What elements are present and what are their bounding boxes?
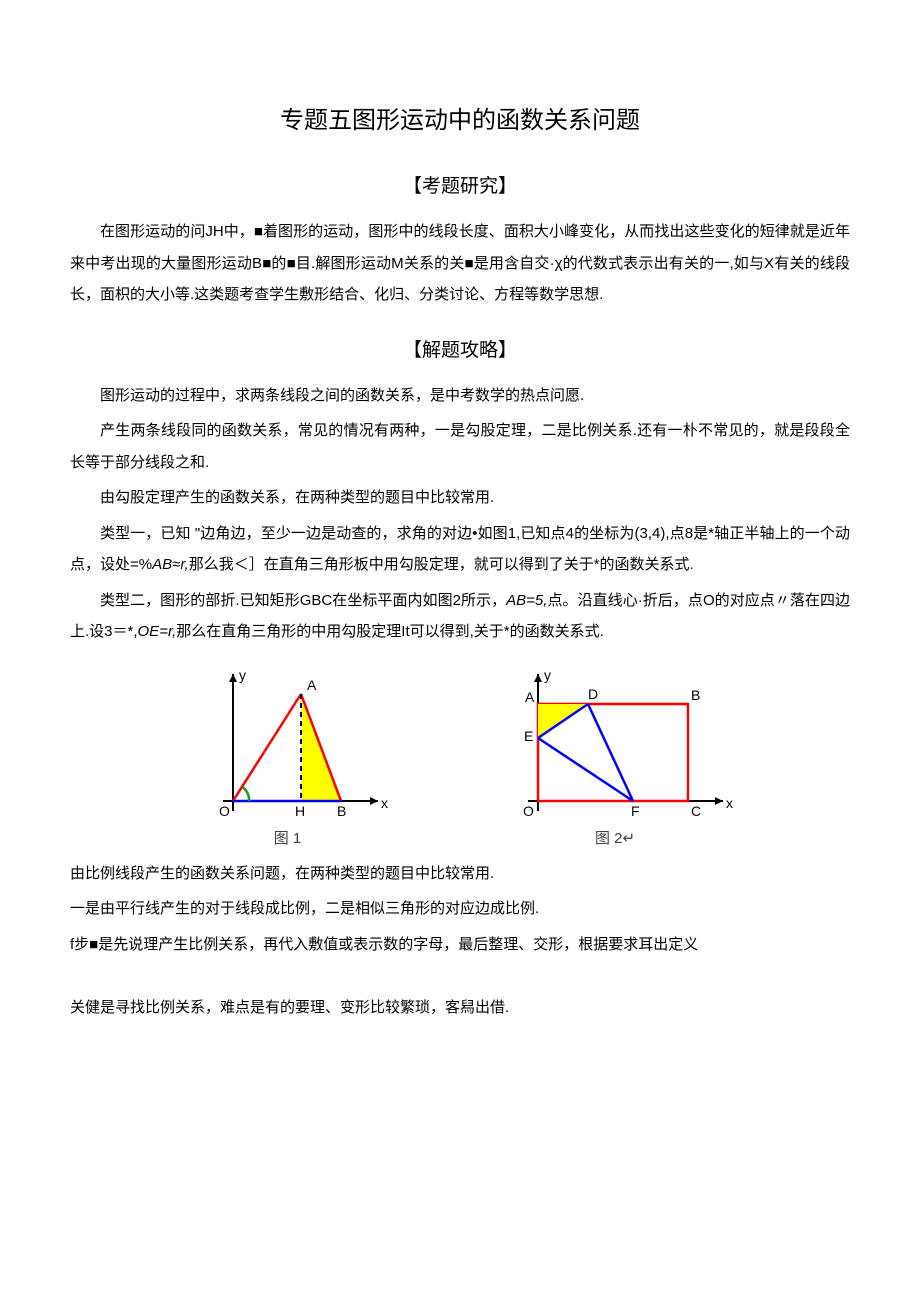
- figure-1-block: y x O A H B 图 1: [183, 666, 393, 848]
- spacer: [70, 964, 850, 992]
- text-segment: 类型二，图形的部折.已知矩形GBC在坐标平面内如图2所示，: [100, 592, 506, 609]
- figure-2-block: y x O A B C D E F 图 2↵: [493, 666, 738, 848]
- figure-1-caption: 图 1: [274, 827, 302, 848]
- text-segment: 那么我＜］在直角三角形板中用勾股定理，就可以得到了关于*的函数关系式.: [189, 556, 694, 573]
- axis-label-x2: x: [726, 795, 733, 811]
- axis-label-y: y: [239, 667, 246, 683]
- paragraph-ratio-4: 关健是寻找比例关系，难点是有的要理、变形比较繁琐，客舄出借.: [70, 992, 850, 1024]
- section-research: 【考题研究】: [70, 171, 850, 198]
- point-label-B2: B: [691, 687, 700, 703]
- point-label-E2: E: [524, 728, 533, 744]
- paragraph-type-2: 类型二，图形的部折.已知矩形GBC在坐标平面内如图2所示，AB=5,点。沿直线心…: [70, 585, 850, 648]
- point-label-O: O: [219, 803, 230, 819]
- paragraph-research-1: 在图形运动的问JH中，■着图形的运动，图形中的线段长度、面积大小峰变化，从而找出…: [70, 216, 850, 311]
- figure-1-svg: y x O A H B: [183, 666, 393, 821]
- paragraph-strategy-1: 图形运动的过程中，求两条线段之间的函数关系，是中考数学的热点问愿.: [70, 380, 850, 412]
- text-italic: OE=r,: [138, 623, 177, 640]
- point-label-A2: A: [525, 689, 535, 705]
- figure-2-svg: y x O A B C D E F: [493, 666, 738, 821]
- point-label-B: B: [337, 803, 346, 819]
- point-label-C2: C: [691, 803, 701, 819]
- axis-label-x: x: [381, 795, 388, 811]
- point-label-O2: O: [523, 803, 534, 819]
- page-title: 专题五图形运动中的函数关系问题: [70, 100, 850, 135]
- point-label-H: H: [295, 803, 305, 819]
- paragraph-strategy-3: 由勾股定理产生的函数关系，在两种类型的题目中比较常用.: [70, 482, 850, 514]
- point-label-D2: D: [588, 686, 598, 702]
- text-segment: 那么在直角三角形的中用勾股定理It可以得到,关于*的函数关系式.: [176, 623, 604, 640]
- paragraph-strategy-2: 产生两条线段同的函数关系，常见的情况有两种，一是勾股定理，二是比例关系.还有一朴…: [70, 415, 850, 478]
- paragraph-ratio-3: f步■是先说理产生比例关系，再代入敷值或表示数的字母，最后整理、交形，根据要求耳…: [70, 929, 850, 961]
- figure-2-caption: 图 2↵: [595, 827, 635, 848]
- figures-row: y x O A H B 图 1 y x O: [70, 666, 850, 848]
- axis-label-y2: y: [544, 667, 551, 683]
- text-italic: AB=5,: [506, 592, 547, 609]
- point-label-F2: F: [631, 803, 640, 819]
- paragraph-ratio-1: 由比例线段产生的函数关系问题，在两种类型的题目中比较常用.: [70, 858, 850, 890]
- paragraph-ratio-2: 一是由平行线产生的对于线段成比例，二是相似三角形的对应边成比例.: [70, 893, 850, 925]
- paragraph-type-1: 类型一，已知 "边角边，至少一边是动查的，求角的对边•如图1,已知点4的坐标为(…: [70, 518, 850, 581]
- text-italic: AB≈r,: [152, 556, 189, 573]
- point-label-A: A: [307, 677, 317, 693]
- section-strategy: 【解题攻略】: [70, 335, 850, 362]
